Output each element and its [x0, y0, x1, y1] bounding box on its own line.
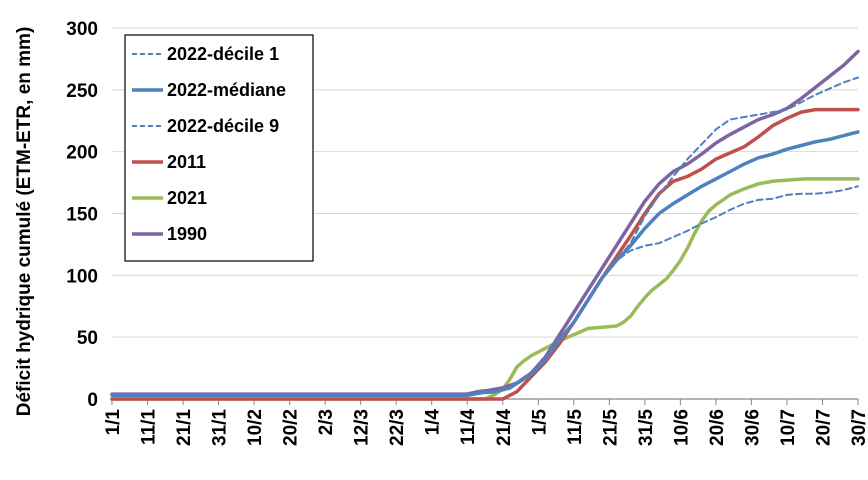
y-tick-label: 150: [66, 205, 98, 226]
x-tick-label: 10/6: [671, 409, 692, 446]
legend-label: 2011: [167, 152, 206, 172]
y-tick-label: 100: [66, 266, 98, 287]
x-tick-label: 1/4: [423, 409, 444, 436]
y-tick-label: 250: [66, 81, 98, 102]
x-axis: 1/1 11/1 21/1 31/1 10/2 20/2 2/3 12/3 22/3 1/4 11/…: [103, 398, 868, 446]
x-tick-label: 1/5: [529, 409, 550, 436]
x-tick-label: 21/5: [600, 409, 621, 446]
x-tick-label: 12/3: [352, 409, 373, 446]
x-tick-label: 20/2: [281, 409, 302, 446]
y-tick-label: 50: [77, 328, 98, 349]
x-tick-label: 31/5: [636, 409, 657, 446]
legend-label: 2021: [167, 188, 207, 208]
x-tick-label: 10/2: [245, 409, 266, 446]
y-tick-label: 300: [66, 19, 98, 40]
legend-label: 2022-médiane: [167, 80, 286, 100]
x-tick-label: 22/3: [387, 409, 408, 446]
y-axis: 0 50 100 150 200 250 300: [66, 19, 98, 411]
x-tick-label: 21/1: [174, 409, 195, 446]
x-tick-label: 30/6: [742, 409, 763, 446]
x-tick-label: 20/6: [707, 409, 728, 446]
x-tick-label: 20/7: [813, 409, 834, 446]
series-line-2022-d-cile-9: [111, 76, 859, 397]
series-line-2021: [110, 177, 860, 401]
x-tick-label: 11/5: [565, 409, 586, 445]
y-tick-label: 200: [66, 143, 98, 164]
x-tick-label: 2/3: [316, 409, 337, 435]
legend-label: 1990: [167, 224, 207, 244]
x-tick-label: 30/7: [849, 409, 868, 446]
legend-label: 2022-décile 1: [167, 44, 279, 64]
x-tick-label: 1/1: [103, 409, 124, 436]
legend: 2022-décile 1 2022-médiane 2022-décile 9 20…: [124, 34, 314, 262]
legend-box: [124, 34, 314, 262]
legend-label: 2022-décile 9: [167, 116, 279, 136]
series-lines: [110, 49, 860, 401]
x-tick-label: 11/1: [139, 409, 160, 445]
y-axis-title: Déficit hydrique cumulé (ETM-ETR, en mm): [14, 27, 35, 417]
x-tick-label: 31/1: [210, 409, 231, 446]
y-tick-label: 0: [87, 390, 98, 411]
x-tick-label: 21/4: [494, 409, 515, 446]
x-tick-label: 11/4: [458, 409, 479, 445]
x-tick-label: 10/7: [778, 409, 799, 446]
